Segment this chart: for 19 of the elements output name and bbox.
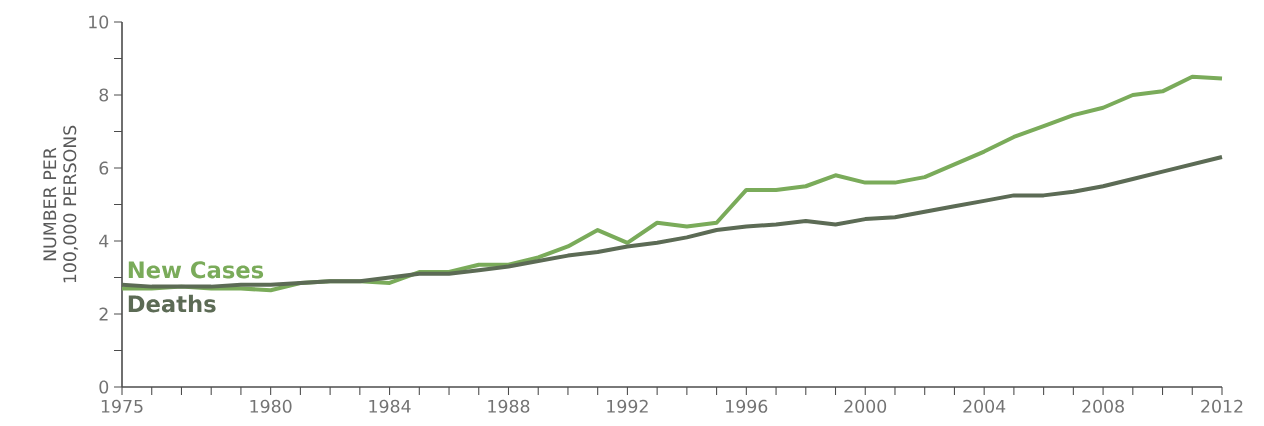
x-tick-label: 2000: [844, 399, 887, 413]
y-tick-label: 2: [99, 307, 108, 321]
x-tick-label: 1975: [101, 399, 143, 413]
y-tick-label: 0: [99, 380, 109, 394]
x-tick-label: 1984: [369, 399, 411, 413]
x-tick-label: 1996: [726, 399, 768, 413]
y-tick-label: 4: [99, 234, 109, 248]
x-tick-label: 1988: [488, 399, 530, 413]
y-axis-title: NUMBER PER 100,000 PERSONS: [43, 125, 79, 283]
x-tick-label: 2012: [1201, 399, 1243, 413]
y-tick-label: 8: [99, 88, 109, 102]
x-tick-label: 1992: [607, 399, 648, 413]
y-tick-label: 6: [99, 161, 109, 175]
series-label: Deaths: [128, 294, 216, 313]
series-label: New Cases: [128, 261, 264, 279]
y-tick-label: 10: [89, 15, 109, 29]
x-tick-label: 1980: [250, 399, 292, 413]
x-tick-label: 2004: [963, 399, 1006, 413]
x-tick-label: 2008: [1082, 399, 1124, 413]
